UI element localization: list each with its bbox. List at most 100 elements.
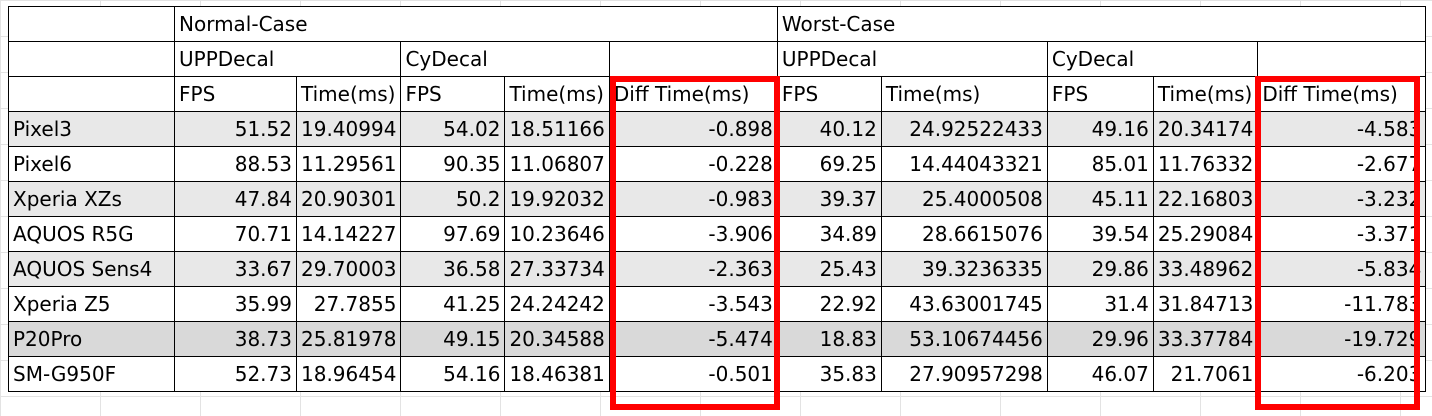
normal-cy-time[interactable]: 24.24242	[504, 286, 610, 322]
worst-cy-fps[interactable]: 31.4	[1046, 286, 1154, 322]
worst-cy-fps[interactable]: 29.86	[1046, 251, 1154, 287]
worst-upp-time[interactable]: 14.44043321	[880, 146, 1048, 182]
worst-diff-time[interactable]: -2.677	[1257, 146, 1427, 182]
normal-upp-fps[interactable]: 70.71	[174, 216, 297, 252]
normal-cy-time[interactable]: 18.51166	[504, 111, 610, 147]
worst-uppdecal-header[interactable]: UPPDecal	[776, 41, 1048, 77]
worst-upp-time[interactable]: 39.3236335	[880, 251, 1048, 287]
normal-diff-time[interactable]: -2.363	[608, 251, 778, 287]
worst-upp-time[interactable]: 27.90957298	[880, 356, 1048, 392]
normal-diff-time[interactable]: -0.228	[608, 146, 778, 182]
normal-cy-fps[interactable]: 54.02	[400, 111, 506, 147]
worst-upp-fps-header[interactable]: FPS	[776, 76, 882, 112]
normal-cy-time[interactable]: 19.92032	[504, 181, 610, 217]
normal-diff-header[interactable]: Diff Time(ms)	[608, 76, 778, 112]
worst-cy-time[interactable]: 22.16803	[1152, 181, 1259, 217]
normal-upp-fps[interactable]: 51.52	[174, 111, 297, 147]
worst-cy-time[interactable]: 11.76332	[1152, 146, 1259, 182]
worst-upp-time[interactable]: 28.6615076	[880, 216, 1048, 252]
worst-case-header[interactable]: Worst-Case	[776, 6, 1427, 42]
normal-upp-fps[interactable]: 35.99	[174, 286, 297, 322]
normal-cy-fps[interactable]: 49.15	[400, 321, 506, 357]
normal-upp-fps[interactable]: 33.67	[174, 251, 297, 287]
worst-cy-time[interactable]: 21.7061	[1152, 356, 1259, 392]
worst-cy-time[interactable]: 25.29084	[1152, 216, 1259, 252]
worst-diff-time[interactable]: -5.834	[1257, 251, 1427, 287]
worst-upp-time[interactable]: 24.92522433	[880, 111, 1048, 147]
worst-upp-time[interactable]: 25.4000508	[880, 181, 1048, 217]
normal-upp-time[interactable]: 14.14227	[295, 216, 402, 252]
normal-upp-fps-header[interactable]: FPS	[174, 76, 297, 112]
worst-cy-time[interactable]: 31.84713	[1152, 286, 1259, 322]
device-name[interactable]: Xperia XZs	[8, 181, 175, 217]
normal-upp-time[interactable]: 18.96454	[295, 356, 402, 392]
worst-upp-fps[interactable]: 22.92	[776, 286, 882, 322]
normal-upp-time[interactable]: 25.81978	[295, 321, 402, 357]
worst-diff-time[interactable]: -6.203	[1257, 356, 1427, 392]
worst-upp-fps[interactable]: 35.83	[776, 356, 882, 392]
worst-cy-fps[interactable]: 45.11	[1046, 181, 1154, 217]
normal-upp-time-header[interactable]: Time(ms)	[295, 76, 402, 112]
normal-upp-fps[interactable]: 88.53	[174, 146, 297, 182]
worst-upp-time[interactable]: 43.63001745	[880, 286, 1048, 322]
worst-upp-fps[interactable]: 40.12	[776, 111, 882, 147]
normal-diff-time[interactable]: -5.474	[608, 321, 778, 357]
normal-cy-fps-header[interactable]: FPS	[400, 76, 506, 112]
normal-cy-time-header[interactable]: Time(ms)	[504, 76, 610, 112]
normal-upp-fps[interactable]: 52.73	[174, 356, 297, 392]
normal-cy-time[interactable]: 10.23646	[504, 216, 610, 252]
worst-cydecal-header[interactable]: CyDecal	[1046, 41, 1259, 77]
worst-upp-time-header[interactable]: Time(ms)	[880, 76, 1048, 112]
normal-uppdecal-header[interactable]: UPPDecal	[173, 41, 402, 77]
worst-cy-fps[interactable]: 39.54	[1046, 216, 1154, 252]
worst-upp-fps[interactable]: 39.37	[776, 181, 882, 217]
worst-diff-time[interactable]: -19.729	[1257, 321, 1427, 357]
normal-diagonal-cell[interactable]	[608, 41, 778, 77]
normal-diff-time[interactable]: -3.906	[608, 216, 778, 252]
normal-cy-fps[interactable]: 97.69	[400, 216, 506, 252]
device-name[interactable]: AQUOS Sens4	[8, 251, 175, 287]
device-name[interactable]: Pixel6	[8, 146, 175, 182]
normal-cy-fps[interactable]: 50.2	[400, 181, 506, 217]
worst-cy-time[interactable]: 33.37784	[1152, 321, 1259, 357]
worst-diff-time[interactable]: -11.783	[1257, 286, 1427, 322]
normal-cy-time[interactable]: 27.33734	[504, 251, 610, 287]
normal-upp-fps[interactable]: 38.73	[174, 321, 297, 357]
worst-cy-fps-header[interactable]: FPS	[1046, 76, 1154, 112]
worst-diff-header[interactable]: Diff Time(ms)	[1257, 76, 1427, 112]
normal-upp-time[interactable]: 20.90301	[295, 181, 402, 217]
worst-upp-fps[interactable]: 25.43	[776, 251, 882, 287]
normal-cydecal-header[interactable]: CyDecal	[400, 41, 610, 77]
empty-cell[interactable]	[8, 41, 175, 77]
corner-cell[interactable]	[8, 6, 175, 42]
normal-cy-time[interactable]: 18.46381	[504, 356, 610, 392]
normal-upp-fps[interactable]: 47.84	[174, 181, 297, 217]
normal-cy-time[interactable]: 11.06807	[504, 146, 610, 182]
normal-diff-time[interactable]: -0.501	[608, 356, 778, 392]
worst-upp-time[interactable]: 53.10674456	[880, 321, 1048, 357]
normal-upp-time[interactable]: 19.40994	[295, 111, 402, 147]
device-name[interactable]: SM-G950F	[8, 356, 175, 392]
worst-cy-fps[interactable]: 46.07	[1046, 356, 1154, 392]
normal-case-header[interactable]: Normal-Case	[174, 6, 778, 42]
normal-upp-time[interactable]: 29.70003	[295, 251, 402, 287]
normal-diff-time[interactable]: -3.543	[608, 286, 778, 322]
normal-cy-time[interactable]: 20.34588	[504, 321, 610, 357]
normal-cy-fps[interactable]: 36.58	[400, 251, 506, 287]
worst-cy-fps[interactable]: 29.96	[1046, 321, 1154, 357]
worst-cy-fps[interactable]: 85.01	[1046, 146, 1154, 182]
device-name[interactable]: Pixel3	[8, 111, 175, 147]
device-name[interactable]: AQUOS R5G	[8, 216, 175, 252]
normal-upp-time[interactable]: 11.29561	[295, 146, 402, 182]
normal-cy-fps[interactable]: 41.25	[400, 286, 506, 322]
worst-upp-fps[interactable]: 18.83	[776, 321, 882, 357]
worst-upp-fps[interactable]: 69.25	[776, 146, 882, 182]
worst-diff-time[interactable]: -3.232	[1257, 181, 1427, 217]
worst-diff-time[interactable]: -3.371	[1257, 216, 1427, 252]
normal-upp-time[interactable]: 27.7855	[295, 286, 402, 322]
empty-cell[interactable]	[8, 76, 175, 112]
normal-cy-fps[interactable]: 90.35	[400, 146, 506, 182]
worst-cy-time[interactable]: 20.34174	[1152, 111, 1259, 147]
worst-cy-time-header[interactable]: Time(ms)	[1152, 76, 1259, 112]
device-name[interactable]: P20Pro	[8, 321, 175, 357]
